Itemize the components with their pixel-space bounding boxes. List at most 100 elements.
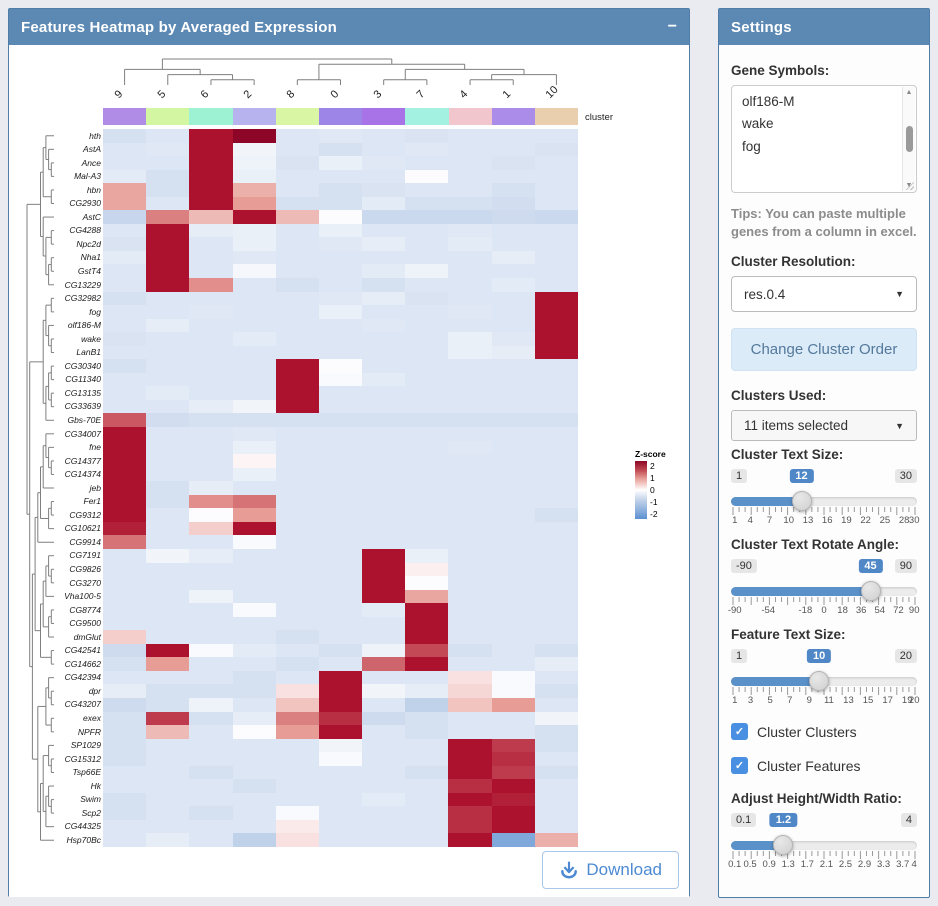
adjust-height-width-ratio-track[interactable] — [731, 835, 917, 856]
heatmap-cell — [232, 616, 276, 631]
heatmap-cell — [146, 576, 190, 590]
column-label: 4 — [457, 88, 471, 101]
heatmap-cell — [491, 359, 535, 373]
heatmap-cell — [189, 278, 233, 292]
heatmap-cell — [189, 548, 233, 563]
textarea-scrollbar[interactable]: ▲ ▼ — [902, 87, 915, 191]
row-label: fog — [89, 306, 101, 317]
heatmap-cell — [146, 440, 190, 455]
heatmap-cell — [189, 183, 233, 197]
heatmap-cell — [103, 169, 147, 184]
heatmap-cell — [405, 129, 449, 143]
adjust-height-width-ratio-handle[interactable] — [773, 835, 794, 856]
heatmap-cell — [491, 494, 535, 509]
heatmap-cell — [491, 440, 535, 455]
heatmap-cell — [318, 738, 363, 753]
heatmap-cell — [405, 454, 449, 468]
textarea-resize-grip[interactable] — [905, 181, 914, 190]
gene-symbols-value: olf186-M wake fog — [732, 86, 916, 163]
heatmap-cell — [534, 670, 578, 685]
collapse-panel-button[interactable]: − — [667, 18, 677, 35]
cluster-clusters-checkbox[interactable]: ✓ Cluster Clusters — [731, 723, 917, 741]
heatmap-cell — [448, 399, 492, 414]
column-label: 7 — [414, 88, 428, 101]
heatmap-cell — [189, 467, 233, 482]
heatmap-cell — [448, 616, 492, 631]
heatmap-cell — [448, 535, 492, 549]
heatmap-cell — [146, 494, 190, 509]
feature-text-size-track[interactable] — [731, 671, 917, 692]
row-label: CG42394 — [64, 672, 101, 683]
heatmap-cell — [146, 210, 190, 224]
row-label: CG34007 — [64, 428, 101, 439]
heatmap-cell — [448, 237, 492, 251]
cluster-text-rotate-angle-track[interactable] — [731, 581, 917, 602]
heatmap-cell — [362, 440, 406, 455]
clusters-used-select[interactable]: 11 items selected ▼ — [731, 410, 917, 442]
heatmap-cell — [534, 454, 578, 468]
heatmap-cell — [232, 833, 276, 847]
heatmap-cell — [318, 833, 363, 847]
heatmap-cell — [448, 142, 492, 157]
cluster-features-checkbox[interactable]: ✓ Cluster Features — [731, 757, 917, 775]
heatmap-cell — [448, 440, 492, 455]
heatmap-cell — [318, 670, 363, 685]
heatmap-cell — [362, 562, 406, 577]
heatmap-cell — [103, 467, 147, 482]
heatmap-cell — [189, 413, 233, 428]
heatmap-cell — [534, 210, 578, 224]
heatmap-cell — [189, 305, 233, 319]
cluster-text-size-label: Cluster Text Size: — [731, 447, 844, 463]
cluster-text-size-handle[interactable] — [791, 491, 812, 512]
heatmap-cell — [491, 752, 535, 766]
heatmap-cell — [362, 142, 406, 157]
heatmap-cell — [448, 752, 492, 766]
heatmap-cell — [103, 752, 147, 766]
settings-body: Gene Symbols: olf186-M wake fog ▲ ▼ Tips: … — [719, 45, 929, 871]
change-cluster-order-button[interactable]: Change Cluster Order — [731, 328, 917, 372]
heatmap-cell — [405, 278, 449, 292]
heatmap-cell — [534, 806, 578, 820]
heatmap-cell — [318, 223, 363, 238]
heatmap-cell — [491, 535, 535, 549]
heatmap-cell — [534, 156, 578, 170]
heatmap-cell — [275, 684, 319, 698]
row-label: Mal-A3 — [74, 171, 101, 182]
cluster-resolution-select[interactable]: res.0.4 ▼ — [731, 276, 917, 313]
scrollbar-thumb[interactable] — [905, 126, 913, 152]
heatmap-cell — [362, 792, 406, 807]
row-label: wake — [81, 333, 101, 344]
feature-text-size-handle[interactable] — [809, 671, 830, 692]
slider-tick-labels: -90 -54 -18 0 18 36 54 72 90 — [727, 605, 920, 617]
heatmap-cell — [318, 454, 363, 468]
heatmap-cell — [146, 427, 190, 441]
row-label: Nha1 — [80, 252, 101, 263]
heatmap-cell — [189, 440, 233, 455]
heatmap-cell — [491, 156, 535, 170]
heatmap-cell — [491, 562, 535, 577]
heatmap-cell — [146, 535, 190, 549]
heatmap-cell — [103, 386, 147, 400]
row-label: CG14662 — [64, 658, 101, 669]
heatmap-cell — [275, 250, 319, 265]
cluster-text-rotate-angle-handle[interactable] — [860, 581, 881, 602]
scroll-up-icon[interactable]: ▲ — [905, 89, 913, 96]
heatmap-cell — [146, 237, 190, 251]
heatmap-cell — [362, 129, 406, 143]
slider-min-label: -90 — [731, 559, 757, 574]
heatmap-cell — [448, 792, 492, 807]
cluster-text-size-track[interactable] — [731, 491, 917, 512]
heatmap-cell — [146, 169, 190, 184]
gene-symbols-input[interactable]: olf186-M wake fog ▲ ▼ — [731, 85, 917, 193]
heatmap-cell — [146, 481, 190, 495]
scroll-down-icon[interactable]: ▼ — [905, 182, 913, 189]
heatmap-cell — [189, 603, 233, 617]
heatmap-cell — [405, 603, 449, 617]
heatmap-cell — [448, 562, 492, 577]
heatmap-cell — [448, 264, 492, 279]
heatmap-cell — [103, 711, 147, 726]
download-button[interactable]: Download — [542, 851, 679, 889]
heatmap-cell — [275, 765, 319, 780]
heatmap-cell — [448, 697, 492, 712]
heatmap-cell — [318, 386, 363, 400]
